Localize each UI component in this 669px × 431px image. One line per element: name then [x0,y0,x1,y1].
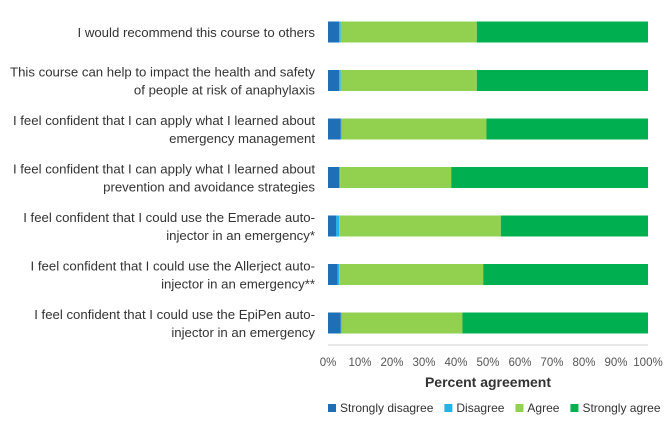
x-tick-label: 60% [508,357,531,369]
legend-swatch-disagree [444,404,453,412]
bar-segment-strongly-agree [476,70,648,91]
category-labels: I would recommend this course to others T… [10,25,315,340]
bar-segment-strongly-disagree [328,70,340,91]
bar-segment-disagree [336,215,340,237]
category-label-line: of people at risk of anaphylaxis [134,83,315,98]
bar-segment-strongly-disagree [328,21,340,43]
category-label-line: injector in an emergency [171,325,315,340]
category-label-line: prevention and avoidance strategies [103,180,315,195]
x-tick-label: 30% [412,357,435,369]
bar-segment-strongly-agree [486,118,648,140]
x-tick-label: 40% [444,357,467,369]
legend-label: Disagree [456,401,504,415]
bar-segment-strongly-agree [476,21,648,43]
bar-segment-agree [339,264,484,285]
category-label-line: emergency management [169,131,315,146]
bar-segment-strongly-disagree [328,264,338,285]
category-label-line: I feel confident that I could use the Al… [31,259,315,274]
category-label-line: I feel confident that I could use the Em… [23,210,315,225]
category-label-line: injector in an emergency* [166,228,315,243]
bar-segment-agree [339,215,501,237]
legend: Strongly disagree Disagree Agree Strongly a… [328,401,661,415]
x-tick-label: 10% [348,357,371,369]
bar-segment-disagree [339,70,341,91]
x-axis: 0% 10% 20% 30% 40% 50% 60% 70% 80% 90% 100% [320,344,663,369]
bar-segment-disagree [337,264,340,285]
x-axis-title: Percent agreement [425,374,551,390]
x-tick-label: 70% [540,357,563,369]
category-label-line: I feel confident that I can apply what I… [13,113,315,128]
x-tick-label: 80% [572,357,595,369]
bar-segment-strongly-agree [462,312,648,334]
category-label-line: I would recommend this course to others [78,25,316,40]
bar-segment-agree [341,118,487,140]
legend-swatch-agree [515,404,524,412]
bar-segment-disagree [340,312,342,334]
legend-swatch-strongly-disagree [328,404,336,412]
x-tick-label: 90% [604,357,627,369]
x-tick-label: 0% [320,357,337,369]
bars-group [328,21,648,334]
bar-segment-strongly-agree [483,264,648,285]
x-tick-label: 100% [633,357,662,369]
bar-segment-strongly-agree [451,167,648,188]
category-label-line: I feel confident that I could use the Ep… [34,307,315,322]
bar-segment-agree [340,167,452,188]
bar-segment-agree [341,312,463,334]
bar-segment-agree [340,21,477,43]
legend-label: Agree [527,401,559,415]
bar-segment-disagree [340,118,342,140]
bar-segment-strongly-disagree [328,118,341,140]
legend-label: Strongly agree [582,401,660,415]
bar-segment-strongly-agree [500,215,648,237]
legend-label: Strongly disagree [340,401,434,415]
bar-segment-strongly-disagree [328,312,341,334]
bar-segment-strongly-disagree [328,167,340,188]
category-label-line: This course can help to impact the healt… [10,65,315,80]
bar-segment-disagree [339,167,341,188]
x-tick-label: 50% [476,357,499,369]
bar-segment-strongly-disagree [328,215,336,237]
bar-segment-agree [340,70,477,91]
bar-segment-disagree [339,21,341,43]
category-label-line: injector in an emergency** [161,277,315,292]
legend-swatch-strongly-agree [570,404,579,412]
category-label-line: I feel confident that I can apply what I… [13,162,315,177]
x-tick-label: 20% [380,357,403,369]
